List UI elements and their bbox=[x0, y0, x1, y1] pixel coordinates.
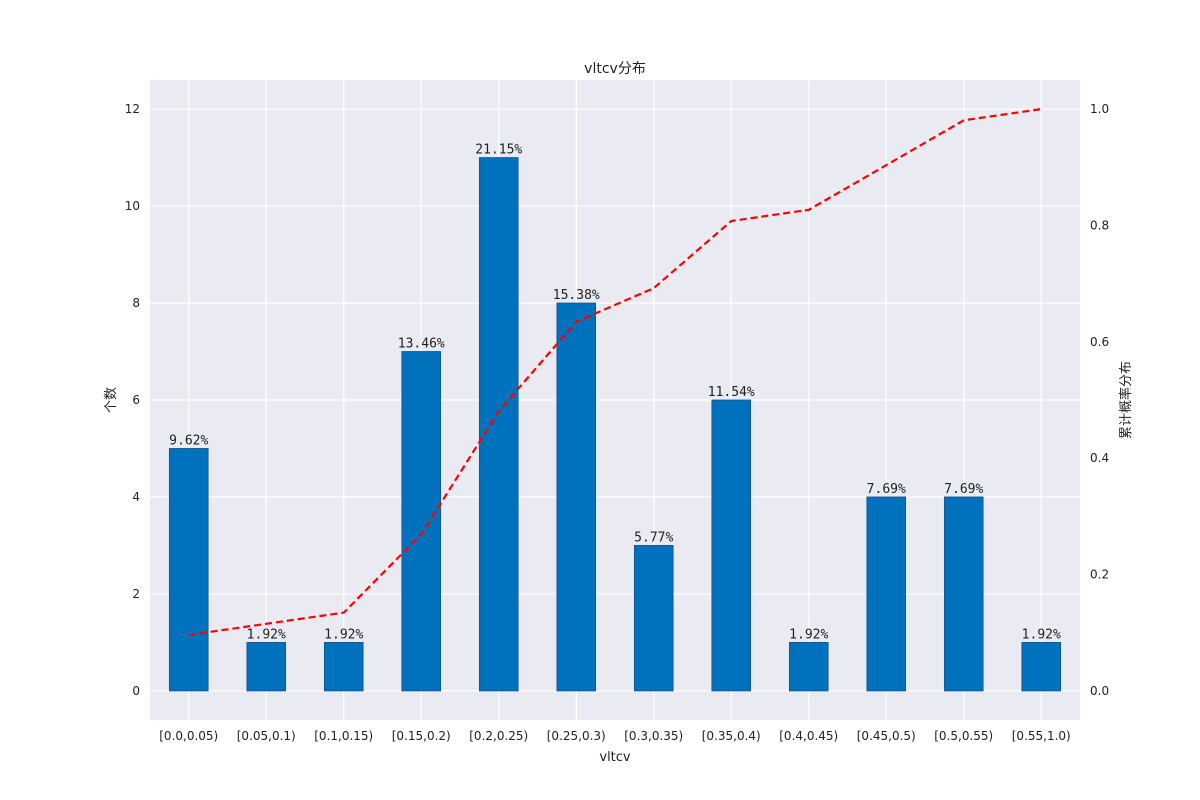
x-tick-label: [0.2,0.25) bbox=[469, 729, 528, 743]
x-tick-label: [0.35,0.4) bbox=[702, 729, 761, 743]
x-tick-label: [0.05,0.1) bbox=[237, 729, 296, 743]
bar bbox=[323, 642, 364, 692]
y-tick-label: 10 bbox=[125, 199, 140, 213]
bars bbox=[168, 157, 1062, 692]
x-tick-label: [0.4,0.45) bbox=[779, 729, 838, 743]
bar bbox=[943, 496, 984, 692]
y-tick-label: 6 bbox=[132, 393, 140, 407]
x-tick-label: [0.0,0.05) bbox=[159, 729, 218, 743]
bar-data-label: 13.46% bbox=[398, 337, 445, 352]
bar bbox=[168, 448, 209, 692]
bar bbox=[788, 642, 829, 692]
y2-axis-label: 累计概率分布 bbox=[1118, 361, 1134, 439]
x-tick-label: [0.1,0.15) bbox=[314, 729, 373, 743]
cumulative-probability-line bbox=[188, 108, 1042, 636]
y2-tick-label: 0.2 bbox=[1090, 568, 1109, 582]
x-tick-label: [0.15,0.2) bbox=[392, 729, 451, 743]
bar-data-label: 1.92% bbox=[247, 627, 286, 642]
bar-data-label: 15.38% bbox=[553, 288, 600, 303]
x-tick-label: [0.3,0.35) bbox=[624, 729, 683, 743]
bar-data-label: 1.92% bbox=[789, 627, 828, 642]
data-labels: 9.62% 1.92% 1.92% 13.46% 21.15% 15.38% 5.77% 11… bbox=[169, 143, 1061, 643]
y2-tick-label: 0.4 bbox=[1090, 451, 1109, 465]
bar-data-label: 1.92% bbox=[324, 627, 363, 642]
bar bbox=[246, 642, 287, 692]
y2-tick-label: 0.8 bbox=[1090, 218, 1109, 232]
bar-data-label: 7.69% bbox=[867, 482, 906, 497]
x-tick-label: [0.25,0.3) bbox=[547, 729, 606, 743]
y2-tick-label: 0.6 bbox=[1090, 335, 1109, 349]
bar bbox=[478, 157, 519, 692]
chart-title: vltcv分布 bbox=[584, 61, 646, 77]
x-tick-label: [0.45,0.5) bbox=[857, 729, 916, 743]
bar bbox=[556, 302, 597, 692]
bar bbox=[1021, 642, 1062, 692]
y-axis-label: 个数 bbox=[104, 387, 119, 413]
bar-data-label: 7.69% bbox=[944, 482, 983, 497]
y-tick-label: 8 bbox=[132, 296, 140, 310]
y-tick-label: 2 bbox=[132, 587, 140, 601]
bar-data-label: 9.62% bbox=[169, 433, 208, 448]
bar bbox=[711, 399, 752, 692]
y-tick-label: 4 bbox=[132, 490, 140, 504]
x-tick-label: [0.55,1.0) bbox=[1012, 729, 1071, 743]
bar-data-label: 21.15% bbox=[475, 143, 522, 158]
bar-data-label: 1.92% bbox=[1022, 627, 1061, 642]
x-tick-label: [0.5,0.55) bbox=[934, 729, 993, 743]
bar-data-label: 5.77% bbox=[634, 530, 673, 545]
y-tick-label: 0 bbox=[132, 684, 140, 698]
axes: 0 2 4 6 8 10 12 0.0 0.2 0.4 0.6 0.8 1.0 [0.0,0.05) [0.… bbox=[125, 102, 1109, 743]
x-axis-label: vltcv bbox=[599, 750, 631, 765]
bar bbox=[633, 545, 674, 692]
bar bbox=[866, 496, 907, 692]
bar-data-label: 11.54% bbox=[708, 385, 755, 400]
bar bbox=[401, 351, 442, 692]
y-tick-label: 12 bbox=[125, 102, 140, 116]
y2-tick-label: 1.0 bbox=[1090, 102, 1109, 116]
cumulative-line bbox=[188, 108, 1042, 636]
y2-tick-label: 0.0 bbox=[1090, 684, 1109, 698]
